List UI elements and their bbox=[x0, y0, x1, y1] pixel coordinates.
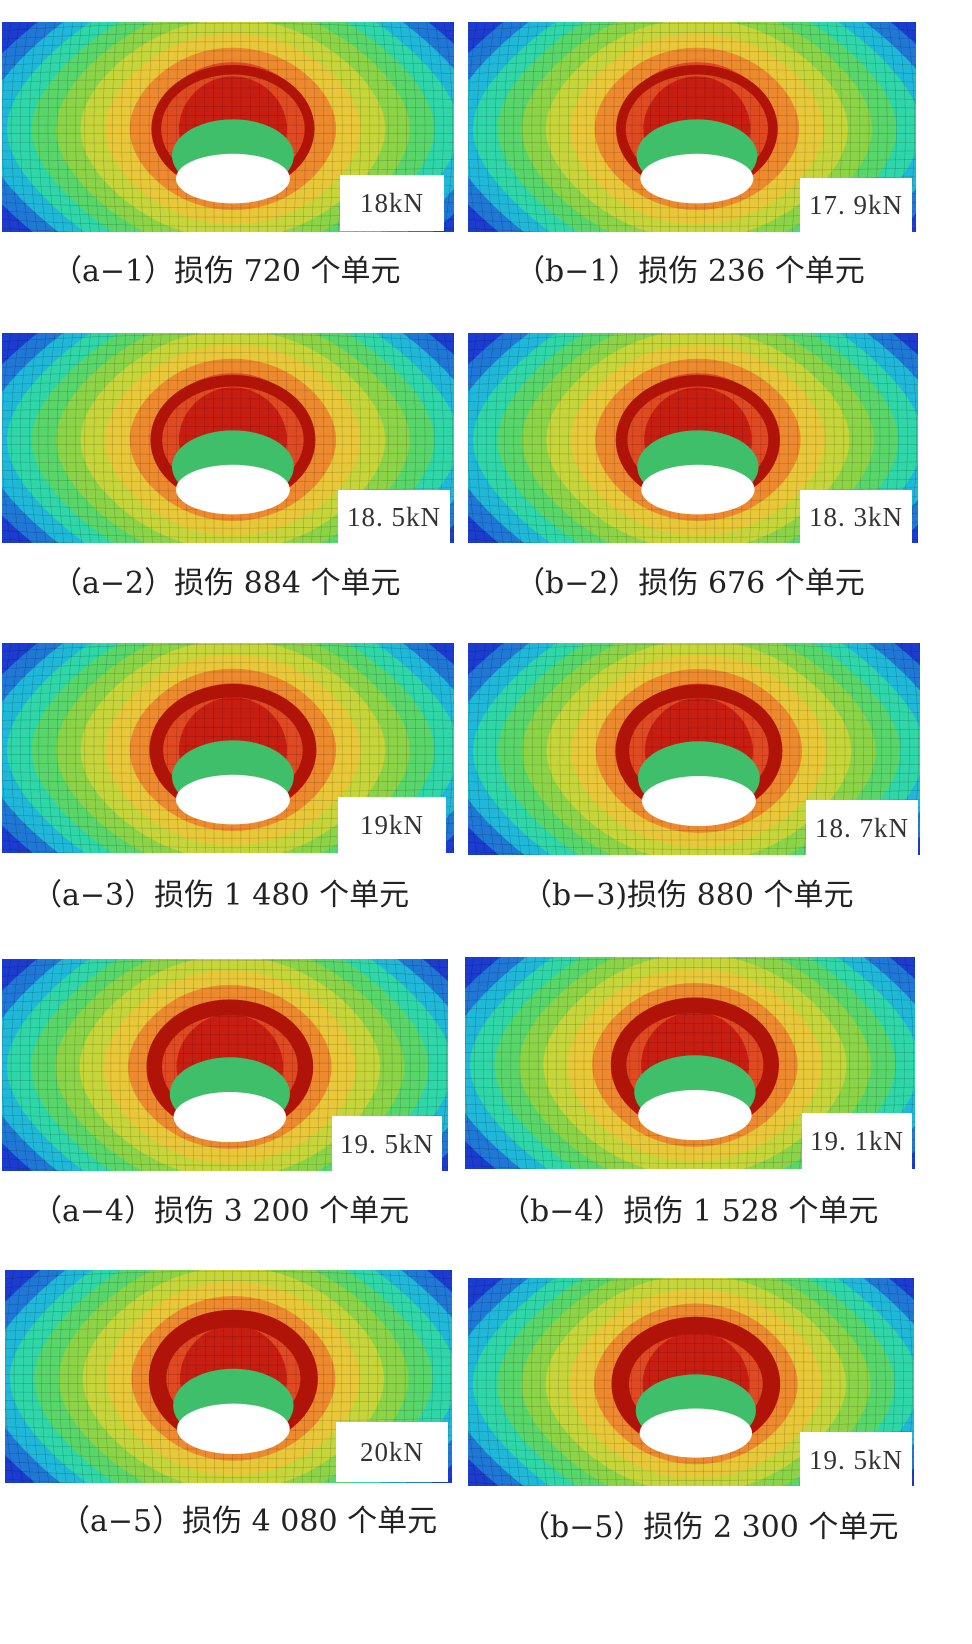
caption-b-4: （b−4）损伤 1 528 个单元 bbox=[500, 1194, 879, 1229]
load-label-a-4: 19. 5kN bbox=[332, 1116, 442, 1172]
stress-contour-plot bbox=[2, 959, 448, 1171]
stress-contour-plot bbox=[2, 643, 454, 853]
load-label-b-3: 18. 7kN bbox=[806, 800, 918, 856]
contour-panel-b-2 bbox=[468, 333, 918, 543]
load-label-b-1: 17. 9kN bbox=[800, 178, 912, 232]
caption-b-2: （b−2）损伤 676 个单元 bbox=[515, 566, 865, 601]
stress-contour-plot bbox=[468, 333, 918, 543]
caption-a-4: （a−4）损伤 3 200 个单元 bbox=[32, 1194, 410, 1229]
contour-panel-b-1 bbox=[468, 22, 916, 232]
caption-a-3: （a−3）损伤 1 480 个单元 bbox=[32, 878, 410, 913]
load-label-a-1: 18kN bbox=[340, 175, 444, 231]
contour-panel-a-5 bbox=[5, 1270, 452, 1483]
load-label-a-3: 19kN bbox=[338, 797, 446, 853]
caption-b-1: （b−1）损伤 236 个单元 bbox=[515, 254, 865, 289]
load-label-b-2: 18. 3kN bbox=[800, 490, 912, 544]
contour-panel-a-4 bbox=[2, 959, 448, 1171]
load-label-a-2: 18. 5kN bbox=[338, 490, 450, 544]
load-label-b-4: 19. 1kN bbox=[802, 1113, 912, 1169]
caption-b-5: （b−5）损伤 2 300 个单元 bbox=[520, 1510, 899, 1545]
caption-a-5: （a−5）损伤 4 080 个单元 bbox=[60, 1504, 438, 1539]
load-label-b-5: 19. 5kN bbox=[800, 1432, 912, 1488]
stress-contour-plot bbox=[2, 333, 454, 543]
contour-panel-a-2 bbox=[2, 333, 454, 543]
load-label-a-5: 20kN bbox=[336, 1422, 448, 1482]
caption-b-3: （b−3)损伤 880 个单元 bbox=[522, 878, 854, 913]
caption-a-2: （a−2）损伤 884 个单元 bbox=[52, 566, 401, 601]
caption-a-1: （a−1）损伤 720 个单元 bbox=[52, 254, 401, 289]
stress-contour-plot bbox=[5, 1270, 452, 1483]
contour-panel-a-3 bbox=[2, 643, 454, 853]
stress-contour-plot bbox=[468, 22, 916, 232]
